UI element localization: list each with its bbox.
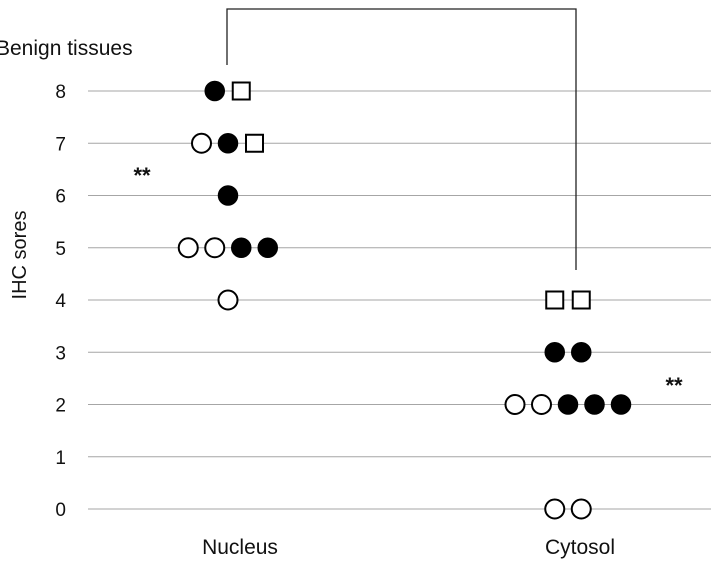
y-tick-label: 4 (55, 291, 66, 312)
y-tick-label: 5 (55, 239, 66, 260)
y-tick-label: 1 (55, 448, 66, 469)
data-point-open-square (545, 290, 565, 310)
data-point-filled-circle (217, 133, 239, 154)
data-point-open-circle (204, 237, 226, 259)
data-point-filled-circle (610, 394, 632, 415)
chart-title: Benign tissues (0, 37, 133, 60)
data-point-open-circle (544, 498, 566, 520)
data-point-open-circle (177, 237, 199, 259)
y-tick-labels: 0 1 2 3 4 5 6 7 8 (55, 82, 66, 521)
data-point-filled-circle (571, 342, 592, 363)
data-point-open-circle (570, 498, 592, 520)
comparison-bracket (226, 8, 577, 270)
significance-marker-cytosol: ** (665, 373, 683, 398)
data-point-open-circle (217, 289, 239, 311)
data-points (177, 80, 632, 520)
significance-marker-nucleus: ** (133, 163, 151, 188)
data-point-filled-circle (217, 185, 239, 206)
y-tick-label: 2 (55, 396, 66, 417)
data-point-open-square (231, 81, 251, 101)
y-tick-label: 6 (55, 187, 66, 208)
y-axis-label: IHC sores (9, 211, 31, 300)
data-point-open-circle (191, 132, 212, 154)
y-tick-label: 8 (55, 82, 66, 103)
bracket-line (226, 8, 577, 270)
data-point-filled-circle (231, 237, 252, 258)
category-label-cytosol: Cytosol (545, 536, 615, 559)
data-point-filled-circle (544, 342, 565, 363)
data-point-filled-circle (204, 80, 225, 102)
data-point-filled-circle (257, 237, 278, 258)
data-point-open-square (245, 133, 264, 153)
y-tick-label: 3 (55, 343, 66, 364)
y-tick-label: 7 (55, 134, 66, 155)
y-tick-label: 0 (55, 500, 66, 521)
data-point-open-circle (504, 394, 526, 415)
data-point-filled-circle (584, 394, 605, 415)
category-label-nucleus: Nucleus (202, 536, 278, 559)
data-point-open-circle (531, 394, 552, 415)
data-point-open-square (571, 290, 591, 310)
gridlines (88, 90, 711, 510)
category-labels: Nucleus Cytosol (202, 536, 615, 559)
data-point-filled-circle (557, 394, 579, 415)
